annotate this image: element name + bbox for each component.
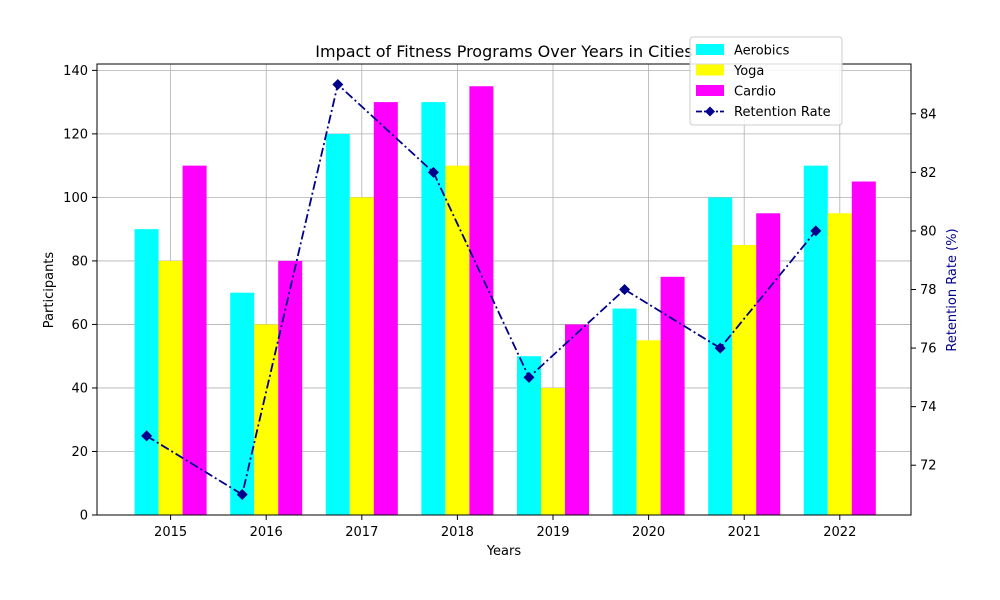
bar-yoga-2022 [827, 213, 852, 515]
bar-cardio-2016 [278, 260, 303, 515]
retention-rate-line [146, 82, 817, 496]
bar-yoga-2021 [732, 245, 757, 515]
y2-tick-label: 76 [920, 342, 937, 357]
x-tick-label: 2019 [536, 525, 569, 540]
bar-yoga-2015 [158, 260, 183, 515]
y2-axis-label: Retention Rate (%) [945, 228, 960, 351]
y2-tick-label: 78 [920, 283, 937, 298]
bar-yoga-2018 [445, 165, 470, 516]
retention-point-2016 [236, 489, 248, 500]
y-tick-label: 0 [80, 509, 88, 524]
bar-aerobics-2020 [612, 308, 637, 515]
legend-label: Yoga [733, 64, 764, 79]
retention-point-2022 [810, 225, 822, 237]
y-tick-label: 140 [63, 64, 88, 79]
legend: Aerobics Yoga Cardio Retention Rate [689, 36, 843, 126]
retention-line-group [141, 79, 822, 500]
x-axis-label: Years [486, 544, 522, 559]
retention-point-2019 [523, 371, 535, 383]
bar-cardio-2015 [182, 165, 207, 516]
y-tick-label: 20 [71, 445, 88, 460]
legend-box [689, 36, 843, 126]
bars [134, 86, 876, 516]
y2-tick-label: 82 [920, 166, 937, 181]
bar-cardio-2021 [756, 213, 781, 515]
bar-aerobics-2016 [230, 292, 255, 515]
bar-cardio-2019 [565, 324, 589, 515]
legend-swatch-cardio [696, 85, 724, 96]
x-axis-ticks: 2015 2016 2017 2018 2019 2020 2021 2022 [154, 515, 856, 540]
legend-label: Retention Rate [734, 105, 831, 120]
bar-aerobics-2022 [803, 165, 828, 516]
retention-point-2015 [141, 430, 153, 442]
retention-point-2018 [427, 166, 439, 178]
retention-point-2020 [619, 284, 631, 295]
bar-aerobics-2015 [134, 229, 159, 516]
y2-tick-label: 72 [920, 459, 937, 474]
bar-yoga-2019 [541, 387, 565, 515]
retention-point-2021 [714, 342, 726, 354]
x-tick-label: 2017 [345, 525, 378, 540]
x-tick-label: 2020 [632, 525, 665, 540]
legend-label: Aerobics [734, 44, 790, 59]
y-axis-ticks: 0 20 40 60 80 100 120 140 [63, 64, 97, 524]
x-tick-label: 2022 [823, 525, 856, 540]
bar-yoga-2020 [636, 340, 661, 515]
retention-point-2017 [332, 79, 344, 90]
y-tick-label: 40 [71, 381, 88, 396]
y-axis-label: Participants [42, 252, 57, 329]
bar-cardio-2022 [851, 181, 876, 515]
bar-cardio-2020 [660, 276, 685, 515]
bar-yoga-2016 [254, 324, 279, 515]
y2-tick-label: 74 [920, 400, 937, 415]
x-tick-label: 2016 [250, 525, 283, 540]
bar-yoga-2017 [349, 197, 374, 516]
bar-cardio-2018 [469, 86, 494, 515]
y2-tick-label: 80 [920, 224, 937, 239]
x-tick-label: 2018 [441, 525, 474, 540]
x-tick-label: 2015 [154, 525, 187, 540]
y-tick-label: 80 [71, 254, 88, 269]
y2-tick-label: 84 [920, 107, 937, 122]
y2-axis-ticks: 72 74 76 78 80 82 84 [911, 107, 937, 474]
bar-cardio-2017 [373, 102, 398, 516]
x-tick-label: 2021 [728, 525, 761, 540]
bar-aerobics-2021 [708, 197, 733, 516]
chart-title: Impact of Fitness Programs Over Years in… [315, 42, 692, 61]
bar-aerobics-2017 [325, 133, 350, 516]
legend-swatch-marker [705, 106, 715, 117]
legend-label: Cardio [734, 85, 776, 100]
y-tick-label: 60 [71, 318, 88, 333]
y-tick-label: 100 [63, 191, 88, 206]
legend-swatch-yoga [696, 64, 724, 76]
legend-swatch-aerobics [696, 44, 724, 55]
y-tick-label: 120 [63, 127, 88, 142]
